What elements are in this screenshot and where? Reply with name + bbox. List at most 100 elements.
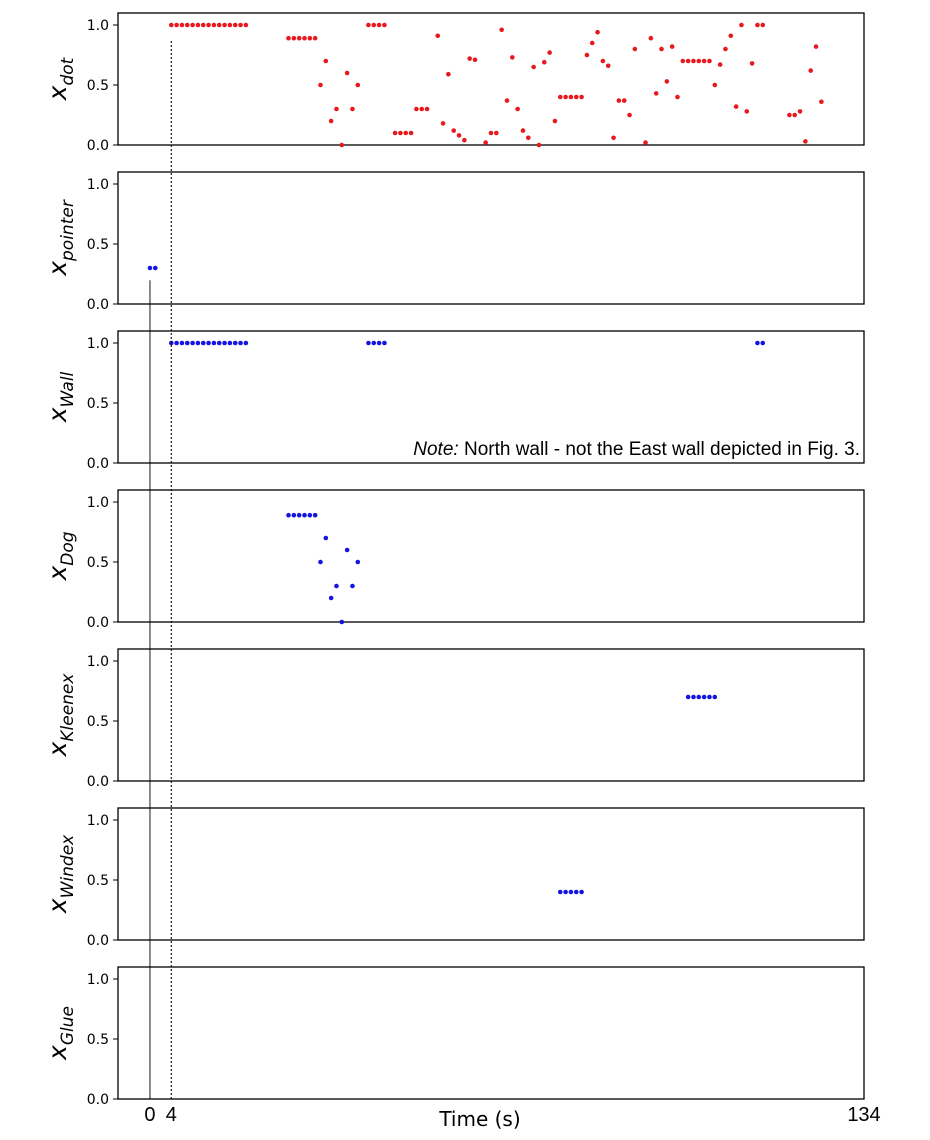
data-point bbox=[541, 59, 547, 65]
data-point bbox=[200, 340, 206, 346]
data-point bbox=[190, 22, 195, 28]
data-point bbox=[408, 130, 414, 136]
data-point bbox=[584, 52, 590, 58]
data-point bbox=[243, 22, 249, 28]
data-point bbox=[376, 22, 382, 28]
data-point bbox=[526, 135, 531, 141]
data-point bbox=[579, 94, 584, 100]
data-point bbox=[328, 595, 334, 601]
y-axis-label: xGlue bbox=[43, 1006, 78, 1061]
y-axis-label: xpointer bbox=[43, 199, 78, 277]
data-point bbox=[515, 106, 520, 112]
data-point bbox=[589, 40, 595, 46]
data-point bbox=[302, 35, 307, 41]
data-point bbox=[222, 340, 227, 346]
data-point bbox=[339, 619, 345, 625]
data-point bbox=[195, 22, 201, 28]
data-point bbox=[296, 35, 302, 41]
data-point bbox=[701, 58, 707, 64]
data-point bbox=[328, 118, 334, 124]
data-point bbox=[323, 535, 329, 541]
data-point bbox=[291, 512, 297, 518]
data-point bbox=[286, 35, 291, 41]
data-point bbox=[531, 64, 536, 70]
data-point bbox=[174, 340, 179, 346]
data-point bbox=[216, 340, 222, 346]
data-point bbox=[728, 33, 734, 39]
data-point bbox=[206, 22, 211, 28]
data-point bbox=[616, 98, 622, 103]
data-point bbox=[243, 340, 249, 346]
y-axis-label-sub: Glue bbox=[58, 1006, 78, 1045]
data-point bbox=[179, 340, 185, 346]
data-point bbox=[749, 61, 755, 66]
data-point bbox=[488, 130, 494, 136]
data-point bbox=[366, 22, 371, 28]
data-point bbox=[712, 694, 718, 700]
data-point bbox=[744, 109, 750, 114]
data-point bbox=[675, 94, 680, 100]
data-point bbox=[382, 22, 387, 28]
data-point bbox=[366, 340, 371, 346]
data-point bbox=[456, 133, 462, 138]
data-point bbox=[211, 22, 217, 28]
data-point bbox=[494, 130, 499, 136]
data-point bbox=[227, 340, 233, 346]
data-point bbox=[568, 889, 574, 895]
data-point bbox=[403, 130, 409, 136]
y-tick-label: 0.5 bbox=[87, 396, 109, 412]
data-point bbox=[291, 35, 297, 41]
data-point bbox=[557, 889, 563, 895]
data-point bbox=[355, 82, 361, 88]
data-point bbox=[472, 57, 478, 63]
data-point bbox=[222, 22, 227, 28]
data-point bbox=[499, 27, 504, 33]
x-mark-label: 4 bbox=[166, 1104, 177, 1126]
panel-windex: 0.0 0.5 1.0 xWindex bbox=[43, 807, 865, 949]
data-point bbox=[717, 62, 723, 67]
y-axis-label-sub: Dog bbox=[58, 531, 78, 565]
note-text: Note: North wall - not the East wall dep… bbox=[413, 439, 860, 460]
y-tick-label: 0.0 bbox=[87, 297, 109, 313]
y-axis-label-sub: dot bbox=[58, 56, 78, 85]
data-point bbox=[723, 46, 728, 52]
y-tick-label: 1.0 bbox=[87, 336, 109, 352]
y-tick-label: 1.0 bbox=[87, 654, 109, 670]
x-axis-label: Time (s) bbox=[438, 1107, 520, 1131]
data-point bbox=[371, 340, 377, 346]
panel-frame bbox=[117, 648, 865, 782]
data-point bbox=[664, 79, 670, 84]
data-point bbox=[819, 99, 824, 105]
data-point bbox=[755, 340, 760, 346]
data-point bbox=[547, 50, 552, 55]
y-axis-label-sub: Kleenex bbox=[58, 673, 78, 742]
y-axis-label: xdot bbox=[43, 56, 78, 101]
data-point bbox=[691, 694, 696, 700]
data-point bbox=[611, 135, 616, 141]
y-axis-label: xWindex bbox=[43, 834, 78, 914]
data-point bbox=[312, 35, 318, 41]
y-tick-label: 0.0 bbox=[87, 615, 109, 631]
data-point bbox=[153, 265, 158, 271]
panel-kleenex: 0.0 0.5 1.0 xKleenex bbox=[43, 648, 865, 790]
data-point bbox=[376, 340, 382, 346]
data-point bbox=[787, 112, 792, 118]
y-tick-label: 0.0 bbox=[87, 1092, 109, 1108]
data-point bbox=[392, 130, 398, 136]
data-point bbox=[621, 98, 627, 103]
y-tick-label: 0.5 bbox=[87, 555, 109, 571]
data-point bbox=[595, 29, 600, 35]
note-prefix: Note: bbox=[413, 439, 458, 460]
data-point bbox=[190, 340, 195, 346]
data-point bbox=[339, 142, 345, 148]
y-axis-label-main: x bbox=[43, 566, 72, 582]
data-point bbox=[707, 58, 712, 64]
data-point bbox=[579, 889, 584, 895]
data-point bbox=[483, 140, 488, 145]
data-point bbox=[211, 340, 217, 346]
data-point bbox=[414, 106, 419, 112]
y-axis-label-sub: Wall bbox=[58, 371, 78, 407]
data-point bbox=[195, 340, 201, 346]
y-axis-label-main: x bbox=[43, 898, 72, 914]
data-point bbox=[232, 340, 238, 346]
